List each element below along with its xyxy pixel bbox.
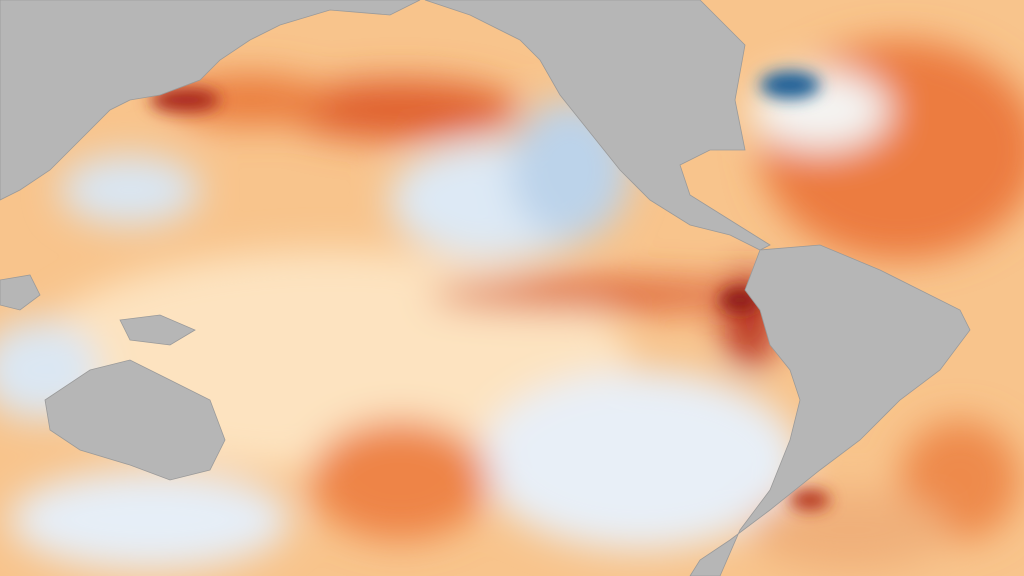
anomaly-detail: [150, 71, 830, 510]
south-america: [689, 244, 971, 576]
island: [0, 274, 41, 311]
land: [0, 0, 971, 576]
new-guinea: [119, 314, 196, 346]
australia: [44, 359, 226, 481]
anomaly-field: [0, 40, 1024, 570]
asia: [0, 0, 421, 201]
